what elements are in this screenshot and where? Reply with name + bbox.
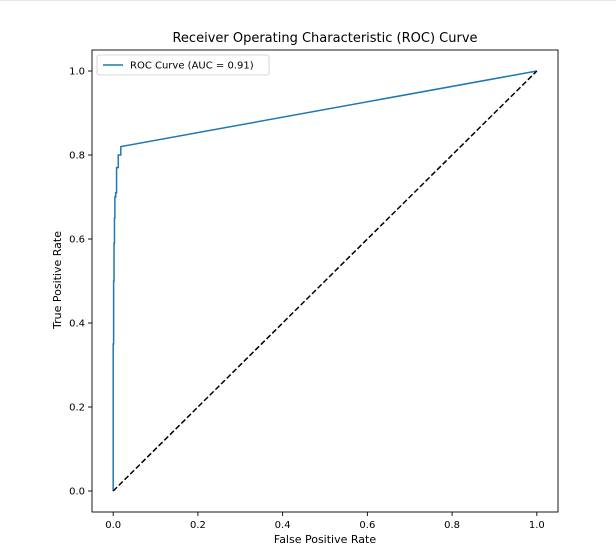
x-tick-label: 1.0 — [529, 520, 545, 531]
plot-frame — [91, 49, 559, 513]
y-tick-label: 0.8 — [69, 151, 85, 162]
y-tick-label: 0.2 — [69, 403, 85, 414]
legend-label: ROC Curve (AUC = 0.91) — [130, 61, 254, 72]
y-axis-label: True Positive Rate — [51, 231, 64, 330]
legend-box — [96, 54, 270, 76]
x-axis-label: False Positive Rate — [274, 533, 376, 546]
y-tick-label: 1.0 — [69, 67, 85, 78]
roc-curve-line — [112, 70, 537, 491]
reference-diagonal-line — [112, 70, 538, 492]
chart-title: Receiver Operating Characteristic (ROC) … — [172, 31, 477, 46]
legend: ROC Curve (AUC = 0.91) — [96, 54, 270, 76]
x-tick-label: 0.0 — [105, 520, 121, 531]
y-tick-label: 0.6 — [69, 235, 85, 246]
plot-area: 0.0 0.2 0.4 0.6 0.8 1.0 0.0 0.2 0.4 0.6 0.8 1.0 ROC … — [69, 49, 559, 531]
y-tick-label: 0.0 — [69, 487, 85, 498]
y-tick-label: 0.4 — [69, 319, 85, 330]
x-tick-label: 0.2 — [190, 520, 206, 531]
x-tick-label: 0.8 — [444, 520, 460, 531]
x-tick-label: 0.4 — [275, 520, 291, 531]
top-border — [0, 0, 616, 1]
x-tick-label: 0.6 — [359, 520, 375, 531]
